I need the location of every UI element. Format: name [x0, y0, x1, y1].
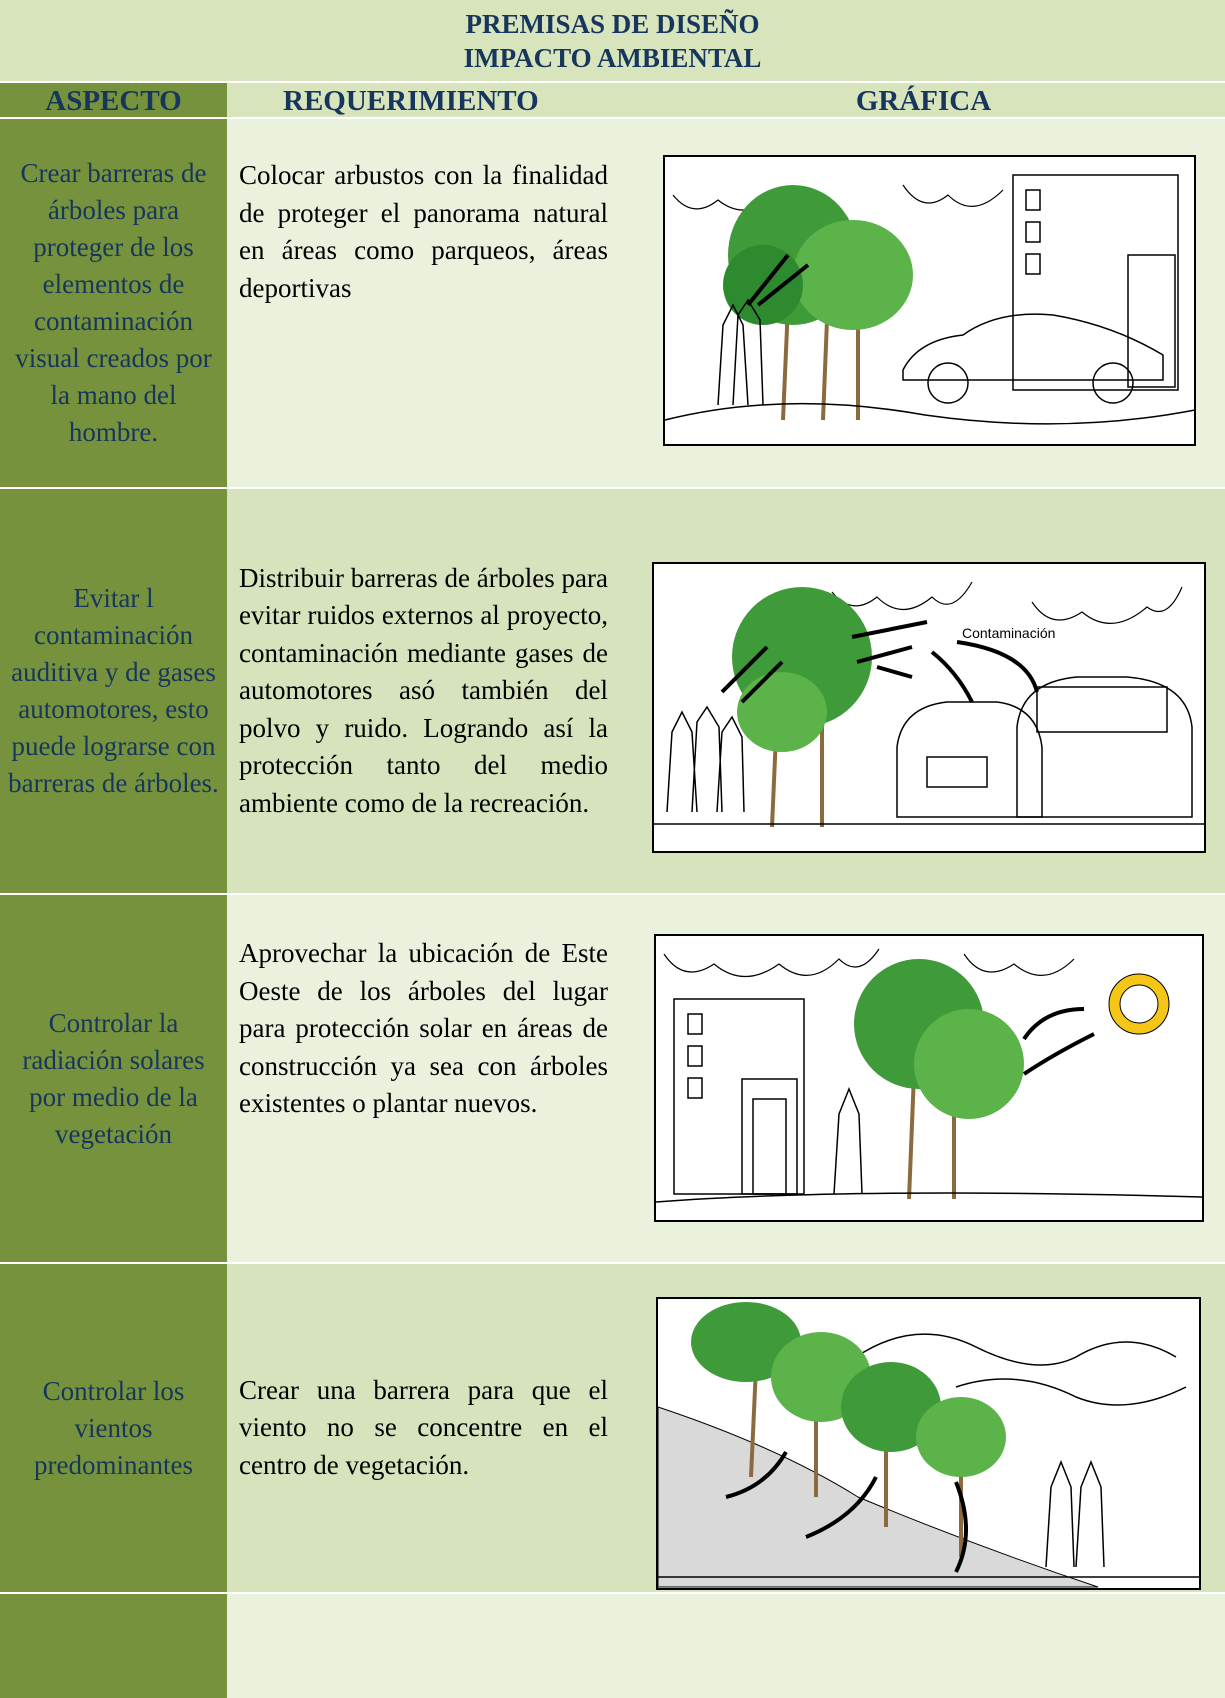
illustration	[656, 1297, 1201, 1590]
requirement-text: Colocar arbustos con la finalidad de pro…	[239, 160, 608, 303]
aspect-cell: Controlar la radiación solares por medio…	[0, 893, 227, 1262]
column-header: GRÁFICA	[622, 81, 1225, 117]
aspect-text: Controlar los vientos predominantes	[34, 1375, 193, 1480]
title-line: PREMISAS DE DISEÑO	[465, 9, 760, 39]
aspect-text: Controlar la radiación solares por medio…	[22, 1007, 205, 1149]
aspect-text: Crear barreras de árboles para proteger …	[15, 158, 212, 447]
column-header: ASPECTO	[0, 81, 227, 117]
requirement-cell: Crear una barrera para que el viento no …	[227, 1262, 622, 1592]
requirement-cell: Colocar arbustos con la finalidad de pro…	[227, 117, 622, 487]
requirement-cell	[227, 1592, 1225, 1698]
illustration	[663, 155, 1196, 446]
requirement-text: Aprovechar la ubicación de Este Oeste de…	[239, 938, 608, 1118]
requirement-text: Crear una barrera para que el viento no …	[239, 1374, 608, 1480]
title-line: IMPACTO AMBIENTAL	[463, 43, 762, 73]
requirement-cell: Aprovechar la ubicación de Este Oeste de…	[227, 893, 622, 1262]
requirement-cell: Distribuir barreras de árboles para evit…	[227, 487, 622, 893]
requirement-text: Distribuir barreras de árboles para evit…	[239, 562, 608, 818]
illustration: Contaminación	[652, 562, 1206, 853]
aspect-cell	[0, 1592, 227, 1698]
illustration	[654, 934, 1204, 1222]
title: PREMISAS DE DISEÑO IMPACTO AMBIENTAL	[0, 0, 1225, 81]
aspect-cell: Controlar los vientos predominantes	[0, 1262, 227, 1592]
aspect-cell: Evitar l contaminación auditiva y de gas…	[0, 487, 227, 893]
graphic-label: Contaminación	[962, 625, 1055, 641]
aspect-cell: Crear barreras de árboles para proteger …	[0, 117, 227, 487]
aspect-text: Evitar l contaminación auditiva y de gas…	[8, 583, 219, 798]
column-header: REQUERIMIENTO	[227, 81, 622, 117]
